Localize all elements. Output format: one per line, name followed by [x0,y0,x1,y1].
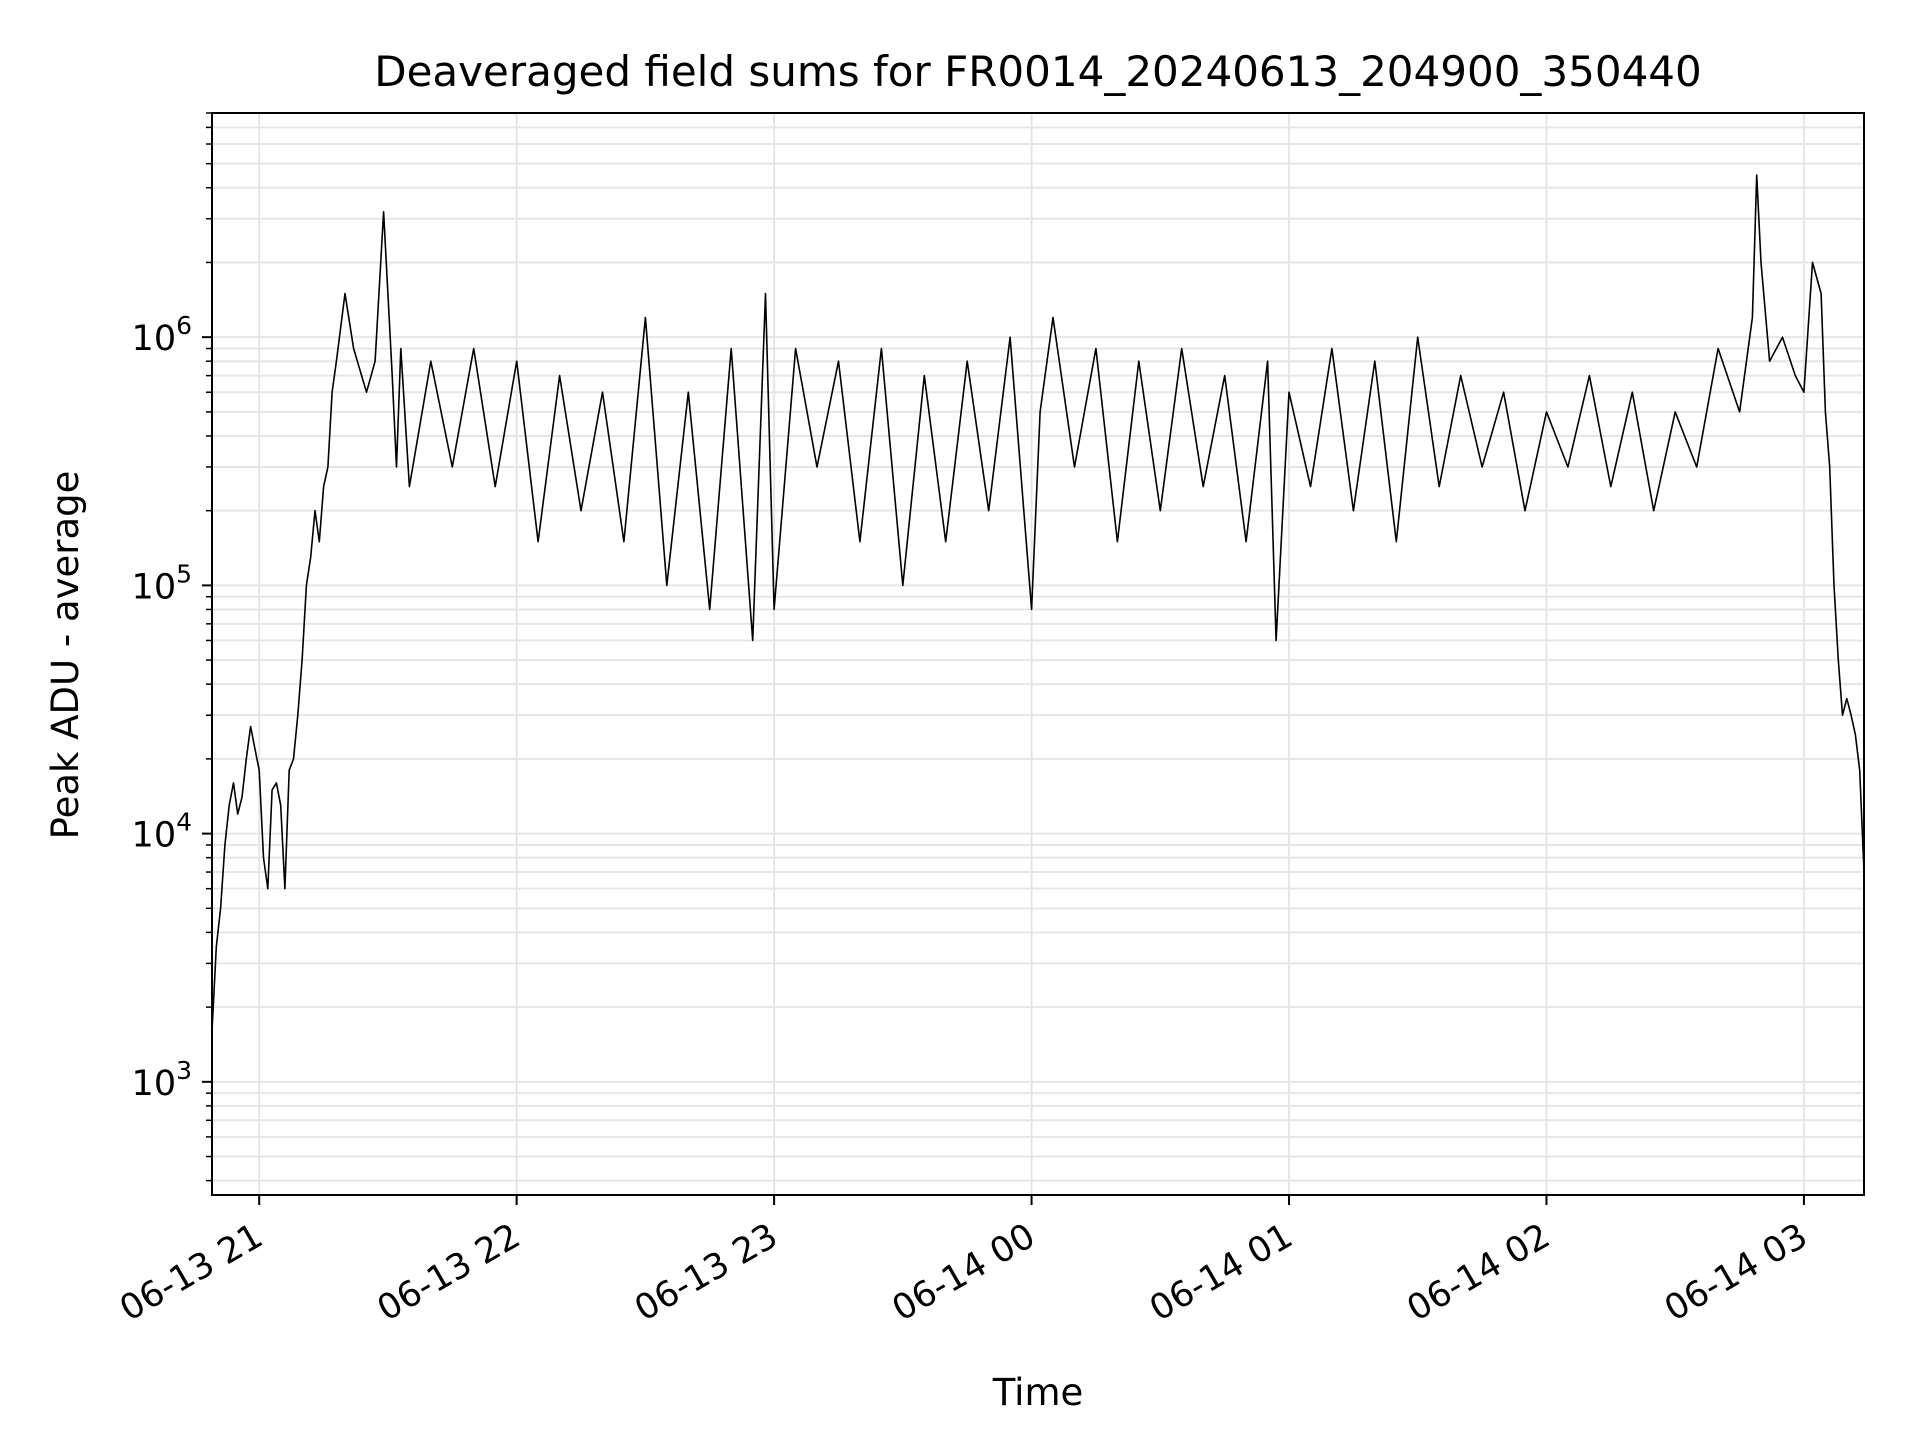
y-tick-label-exp: 3 [176,1056,192,1085]
y-tick-label: 104 [132,808,192,856]
y-tick-label: 105 [132,559,192,607]
y-tick-label-base: 10 [132,816,177,856]
y-tick-label-base: 10 [132,567,177,607]
y-tick-label: 106 [132,311,192,359]
y-tick-label-exp: 5 [176,559,192,588]
y-tick-label: 103 [132,1056,192,1104]
series-layer [211,174,1865,1032]
y-tick-label-exp: 6 [176,311,192,340]
chart-title: Deaveraged field sums for FR0014_2024061… [374,47,1702,96]
x-axis-label: Time [992,1371,1084,1414]
y-tick-label-base: 10 [132,319,177,359]
plot-frame [211,112,1865,1196]
y-axis-label: Peak ADU - average [44,471,87,840]
grid [212,112,1864,1195]
y-tick-label-exp: 4 [176,808,192,837]
series-line [211,174,1865,1032]
y-tick-label-base: 10 [132,1064,177,1104]
